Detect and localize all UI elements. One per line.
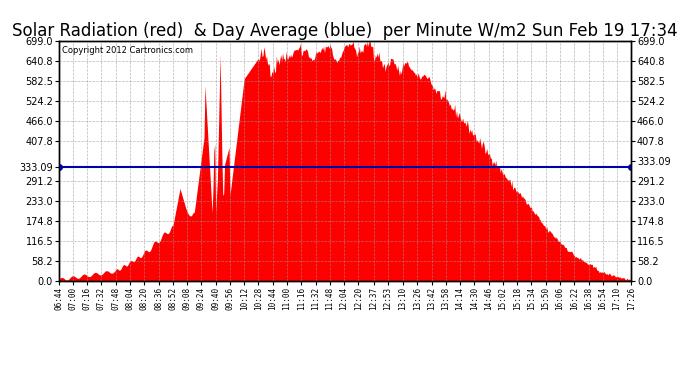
Title: Solar Radiation (red)  & Day Average (blue)  per Minute W/m2 Sun Feb 19 17:34: Solar Radiation (red) & Day Average (blu… [12, 22, 678, 40]
Text: Copyright 2012 Cartronics.com: Copyright 2012 Cartronics.com [61, 46, 193, 55]
